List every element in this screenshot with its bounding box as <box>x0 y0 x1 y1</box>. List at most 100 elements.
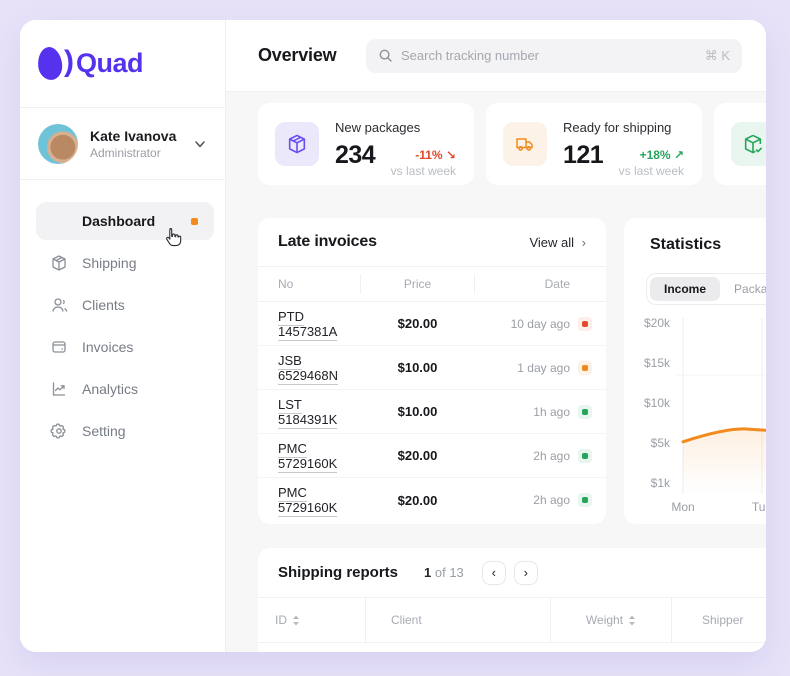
stat-note: vs last week <box>618 164 684 178</box>
user-name: Kate Ivanova <box>90 127 177 144</box>
sidebar-item-label: Analytics <box>82 381 139 397</box>
search-bar[interactable]: ⌘ K <box>366 38 742 73</box>
invoice-number-link[interactable]: PMC 5729160K <box>278 485 338 517</box>
user-avatar <box>38 123 78 164</box>
invoice-wallet-icon <box>50 338 68 356</box>
invoice-price: $10.00 <box>397 360 438 375</box>
quad-blob-icon <box>36 45 64 82</box>
status-dot <box>578 316 592 331</box>
sidebar-nav: Dashboard Shipping Clients Invoices <box>20 200 226 452</box>
package-purple-icon <box>275 122 319 166</box>
sidebar-item-analytics[interactable]: Analytics <box>20 368 226 410</box>
invoice-date: 2h ago <box>533 448 570 463</box>
status-dot <box>578 493 592 507</box>
brand-name: Quad <box>76 48 144 78</box>
income-chart-plot <box>676 318 766 494</box>
stat-card-partially-visible[interactable] <box>714 103 766 185</box>
column-shipper: Shipper <box>671 598 766 642</box>
sort-icon <box>292 615 300 626</box>
invoice-number-link[interactable]: PMC 5729160K <box>278 440 338 473</box>
column-id-sortable[interactable]: ID <box>258 613 365 627</box>
chevron-right-icon: › <box>581 234 586 250</box>
reports-table-header: ID Client Weight Shipper <box>258 598 766 643</box>
prev-page-button[interactable]: ‹ <box>481 560 506 585</box>
main-area: Overview ⌘ K New packages 234 -11% ↘ <box>226 20 766 652</box>
user-role: Administrator <box>90 145 161 160</box>
status-dot <box>578 360 592 375</box>
stat-note: vs last week <box>390 164 456 178</box>
invoice-date: 2h ago <box>533 493 570 507</box>
shipping-reports-panel: Shipping reports 1 of 13 ‹ › ID Client <box>258 548 766 652</box>
search-input[interactable] <box>401 48 705 63</box>
invoice-price: $10.00 <box>397 404 438 419</box>
sidebar-item-clients[interactable]: Clients <box>20 284 226 326</box>
stat-label: New packages <box>335 120 421 135</box>
keyboard-shortcut: ⌘ K <box>704 47 730 63</box>
sidebar-item-label: Dashboard <box>82 213 156 229</box>
stat-trend: +18% ↗ <box>639 148 684 162</box>
x-axis-tick: Tue <box>751 500 766 514</box>
app-window: ) Quad Kate Ivanova Administrator Dashbo… <box>20 20 766 652</box>
invoice-date: 1h ago <box>533 404 570 419</box>
dashboard-content: New packages 234 -11% ↘ vs last week Rea… <box>226 92 766 652</box>
y-axis-tick: $5k <box>650 436 670 450</box>
brand-logo: ) Quad <box>20 20 225 108</box>
quad-paren-glyph: ) <box>64 44 74 78</box>
sidebar-item-label: Clients <box>82 297 125 313</box>
page-title: Overview <box>258 45 337 65</box>
y-axis-tick: $1k <box>650 476 670 490</box>
chevron-down-icon[interactable] <box>193 137 207 151</box>
view-all-link[interactable]: View all › <box>529 234 586 250</box>
invoice-row[interactable]: PMC 5729160K $20.00 2h ago <box>258 478 606 522</box>
status-dot <box>578 404 592 419</box>
package-check-green-icon <box>731 122 766 166</box>
invoice-row[interactable]: PMC 5729160K $20.00 2h ago <box>258 434 606 478</box>
y-axis-tick: $15k <box>643 356 670 370</box>
stat-card-ready-for-shipping[interactable]: Ready for shipping 121 +18% ↗ vs last we… <box>486 103 702 185</box>
invoice-date: 1 day ago <box>517 360 570 375</box>
clients-icon <box>50 296 68 314</box>
sidebar-item-dashboard[interactable]: Dashboard <box>36 202 214 240</box>
tab-packages[interactable]: Packages <box>734 282 766 296</box>
x-axis-tick: Mon <box>671 500 695 514</box>
column-price: Price <box>360 274 475 294</box>
invoice-row[interactable]: PTD 1457381A $20.00 10 day ago <box>258 302 606 346</box>
column-client: Client <box>365 598 550 642</box>
invoice-row[interactable]: LST 5184391K $10.00 1h ago <box>258 390 606 434</box>
sidebar-item-setting[interactable]: Setting <box>20 410 226 452</box>
late-invoices-panel: Late invoices View all › No Price Date P… <box>258 218 606 524</box>
analytics-line-icon <box>50 380 68 398</box>
sidebar-item-shipping[interactable]: Shipping <box>20 242 226 284</box>
statistics-title: Statistics <box>650 236 722 253</box>
search-icon <box>378 48 393 63</box>
column-date: Date <box>544 277 570 291</box>
stat-value: 121 <box>563 141 604 169</box>
dashboard-grid-icon <box>50 212 68 230</box>
user-menu[interactable]: Kate Ivanova Administrator <box>20 108 225 180</box>
invoice-number-link[interactable]: LST 5184391K <box>278 396 338 429</box>
invoice-number-link[interactable]: PTD 1457381A <box>278 308 338 341</box>
tab-income[interactable]: Income <box>650 277 721 301</box>
pagination-status: 1 of 13 <box>424 565 464 580</box>
sidebar-item-label: Invoices <box>82 339 134 355</box>
column-weight-sortable[interactable]: Weight <box>550 598 671 642</box>
statistics-panel: Statistics Income Packages $20k $15k $10… <box>624 218 766 524</box>
invoice-price: $20.00 <box>397 448 438 463</box>
active-indicator-dot <box>191 217 198 225</box>
stat-card-row: New packages 234 -11% ↘ vs last week Rea… <box>258 103 766 185</box>
invoice-date: 10 day ago <box>510 316 570 331</box>
next-page-button[interactable]: › <box>513 560 538 585</box>
income-line <box>681 427 766 444</box>
sort-icon <box>628 615 636 626</box>
stat-card-new-packages[interactable]: New packages 234 -11% ↘ vs last week <box>258 103 474 185</box>
sidebar-item-label: Setting <box>82 423 126 439</box>
shipping-reports-title: Shipping reports <box>278 564 398 581</box>
sidebar-item-invoices[interactable]: Invoices <box>20 326 226 368</box>
invoice-number-link[interactable]: JSB 6529468N <box>278 352 338 385</box>
stat-label: Ready for shipping <box>563 120 672 135</box>
invoice-row[interactable]: JSB 6529468N $10.00 1 day ago <box>258 346 606 390</box>
column-no: No <box>278 277 294 291</box>
invoice-table-header: No Price Date <box>258 267 606 302</box>
statistics-tabs: Income Packages <box>646 273 766 305</box>
truck-orange-icon <box>503 122 547 166</box>
